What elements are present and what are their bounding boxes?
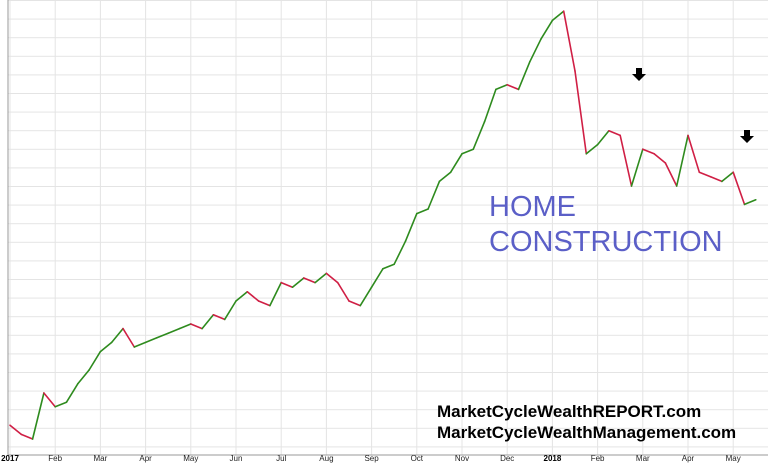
price-segment	[743, 199, 757, 206]
x-tick-label: Mar	[94, 454, 108, 463]
price-segment	[223, 300, 237, 321]
price-segment	[291, 277, 305, 289]
x-tick-label: Dec	[500, 454, 514, 463]
price-segment	[506, 84, 520, 91]
price-segment	[517, 60, 531, 91]
price-segment	[698, 171, 712, 178]
price-segment	[325, 272, 339, 284]
price-segment	[664, 162, 678, 187]
price-segment	[427, 180, 441, 210]
price-segment	[732, 171, 746, 206]
price-segment	[156, 332, 169, 339]
price-segment	[280, 281, 294, 289]
footer-text: MarketCycleWealthManagement.com	[437, 423, 736, 442]
price-segment	[359, 286, 373, 307]
price-segment	[495, 84, 509, 91]
price-segment	[449, 153, 463, 173]
annotation: CONSTRUCTION	[489, 226, 723, 258]
price-segment	[721, 171, 735, 183]
x-tick-label: Sep	[364, 454, 379, 463]
x-tick-label: May	[726, 454, 741, 463]
x-tick-label: Jun	[230, 454, 243, 463]
x-tick-label: Apr	[682, 454, 695, 463]
price-segment	[302, 277, 316, 284]
x-tick-label: 2017	[1, 454, 19, 463]
price-segment	[585, 143, 599, 155]
x-tick-label: Mar	[636, 454, 650, 463]
price-segment	[562, 10, 576, 72]
x-tick-label: May	[183, 454, 198, 463]
price-segment	[178, 323, 192, 330]
price-segment	[314, 272, 328, 284]
price-segment	[54, 401, 68, 408]
footer-text: MarketCycleWealthREPORT.com	[437, 402, 701, 421]
price-segment	[393, 240, 407, 266]
arrow-icon	[632, 68, 646, 81]
price-segment	[65, 382, 79, 404]
price-segment	[370, 267, 384, 289]
price-segment	[630, 148, 644, 187]
x-tick-label: Aug	[319, 454, 333, 463]
x-tick-label: Nov	[455, 454, 469, 463]
price-segment	[528, 37, 542, 63]
price-segment	[122, 327, 136, 348]
price-segment	[201, 313, 215, 330]
price-segment	[257, 300, 271, 307]
price-segment	[212, 313, 226, 321]
price-segment	[619, 134, 633, 187]
price-segment	[31, 392, 45, 440]
price-segment	[438, 171, 452, 183]
price-segment	[382, 263, 396, 270]
price-segment	[404, 212, 418, 242]
price-segment	[190, 323, 203, 330]
price-segment	[133, 341, 147, 348]
price-segment	[43, 392, 57, 408]
price-segment	[348, 300, 362, 307]
price-segment	[99, 341, 113, 353]
x-tick-label: Jul	[276, 454, 286, 463]
price-segment	[415, 208, 429, 215]
price-segment	[20, 433, 34, 440]
price-segment	[551, 10, 565, 22]
x-tick-label: Feb	[48, 454, 62, 463]
price-segment	[687, 134, 701, 173]
price-segment	[675, 134, 689, 187]
price-segment	[9, 424, 23, 436]
x-tick-label: Oct	[411, 454, 424, 463]
x-tick-label: Feb	[591, 454, 605, 463]
price-segment	[88, 350, 102, 371]
price-segment	[110, 327, 124, 344]
price-segment	[461, 148, 475, 155]
price-segment	[540, 19, 554, 40]
price-segment	[235, 290, 249, 302]
x-tick-label: Apr	[139, 454, 152, 463]
price-segment	[608, 130, 622, 137]
vertical-grid	[9, 0, 734, 455]
price-segment	[483, 88, 497, 123]
price-segment	[472, 120, 486, 150]
price-segment	[144, 336, 158, 344]
price-segment	[653, 153, 667, 164]
price-segment	[246, 290, 260, 302]
arrow-icon	[740, 130, 754, 143]
price-segment	[336, 281, 350, 302]
price-segment	[641, 148, 655, 155]
price-segment	[709, 176, 723, 183]
annotation: HOME	[489, 191, 576, 223]
x-tick-label: 2018	[544, 454, 562, 463]
price-segment	[77, 369, 90, 385]
price-segment	[574, 70, 588, 155]
price-segment	[269, 281, 283, 307]
price-segment	[596, 130, 610, 146]
plot	[9, 10, 757, 440]
price-segment	[167, 327, 181, 335]
